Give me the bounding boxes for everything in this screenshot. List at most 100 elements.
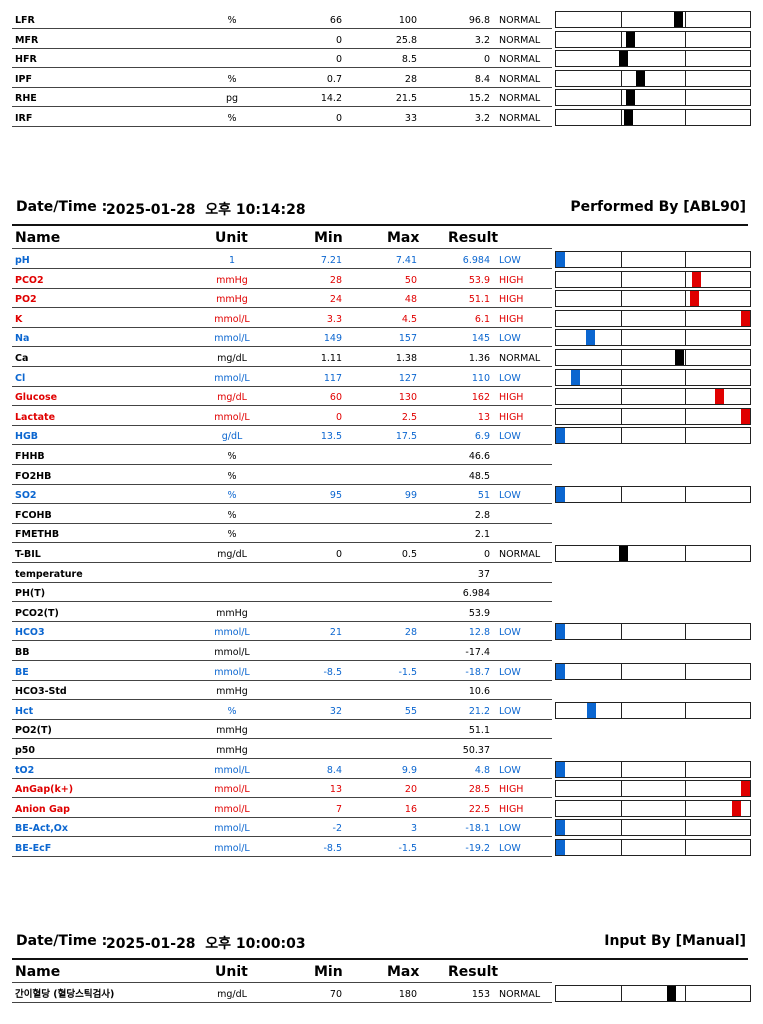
min-value: 0 (335, 411, 342, 423)
result-value: 3.2 (474, 34, 490, 46)
result-marker (667, 986, 676, 1001)
max-value: 100 (398, 15, 417, 26)
result-value: 2.8 (474, 509, 490, 521)
result-marker (619, 546, 628, 561)
table-row: PO2(T) mmHg 51.1 (12, 720, 552, 740)
status-flag: HIGH (499, 294, 524, 306)
range-indicator-bar (555, 30, 751, 48)
table-row: PO2 mmHg 24 48 51.1 HIGH (12, 289, 552, 309)
min-value: 70 (329, 989, 342, 1000)
result-value: 51.1 (468, 725, 490, 737)
test-name: PO2 (15, 294, 37, 306)
status-flag: HIGH (499, 274, 524, 286)
range-divider-high (685, 820, 687, 836)
result-marker (586, 330, 595, 346)
result-value: 110 (471, 372, 490, 384)
range-divider-high (685, 310, 687, 326)
range-divider-low (620, 70, 622, 86)
min-value: 7.21 (320, 255, 342, 266)
max-value: 50 (404, 274, 417, 286)
table-row: HCO3-Std mmHg 10.6 (12, 681, 552, 701)
status-flag: NORMAL (499, 34, 541, 46)
status-flag: NORMAL (499, 93, 541, 105)
range-divider-low (620, 702, 622, 718)
min-value: 24 (329, 294, 342, 306)
result-marker (690, 291, 699, 307)
test-unit: % (227, 490, 237, 502)
range-divider-low (620, 800, 622, 816)
max-value: 0.5 (401, 549, 417, 560)
table-row: HFR 0 8.5 0 NORMAL (12, 49, 552, 69)
row-divider (12, 268, 552, 269)
status-flag: LOW (499, 843, 521, 854)
result-value: 2.1 (474, 529, 490, 541)
test-unit: % (227, 470, 237, 482)
min-value: 0 (335, 34, 342, 46)
range-indicator-bar (555, 760, 751, 778)
test-name: 간이혈당 (혈당스틱검사) (15, 989, 115, 1000)
row-divider (12, 777, 552, 779)
range-divider-low (620, 12, 622, 27)
max-value: 4.5 (401, 313, 417, 325)
range-indicator-bar (555, 290, 751, 308)
result-marker (741, 781, 750, 797)
test-unit: mg/dL (217, 549, 247, 560)
range-divider-low (620, 90, 622, 106)
test-name: BE (15, 666, 29, 678)
result-value: 8.4 (474, 73, 490, 85)
test-unit: % (227, 15, 237, 26)
row-divider (12, 503, 552, 505)
table-row: Na mmol/L 149 157 145 LOW (12, 328, 552, 348)
status-flag: LOW (499, 764, 521, 776)
min-value: 0.7 (326, 73, 342, 85)
range-divider-high (685, 90, 687, 106)
max-value: 157 (398, 333, 417, 345)
result-value: 6.984 (462, 588, 490, 600)
test-unit: mmHg (216, 686, 248, 698)
table-row: HCO3 mmol/L 21 28 12.8 LOW (12, 622, 552, 642)
test-name: Na (15, 333, 30, 345)
test-name: Glucose (15, 392, 58, 404)
result-value: 50.37 (462, 745, 490, 756)
min-value: 7 (335, 803, 342, 815)
range-divider-low (620, 389, 622, 405)
table-row: IRF% 0 33 3.2 NORMAL (12, 108, 552, 127)
row-divider (12, 326, 552, 328)
datetime-label: Date/Time : (16, 933, 108, 949)
test-name: PH(T) (15, 588, 46, 600)
test-name: PO2(T) (15, 725, 52, 737)
range-divider-low (620, 761, 622, 777)
range-indicator-bar (555, 545, 751, 562)
range-divider-high (685, 31, 687, 47)
min-value: 21 (329, 627, 342, 639)
header-name: Name (15, 230, 61, 246)
test-unit: pg (225, 93, 239, 105)
status-flag: NORMAL (499, 54, 541, 66)
test-name: Hct (15, 705, 34, 717)
range-divider-low (620, 350, 622, 365)
min-value: 95 (329, 490, 342, 502)
range-divider-high (685, 350, 687, 365)
max-value: 7.41 (395, 255, 417, 266)
test-unit: mmol/L (214, 823, 250, 835)
result-marker (626, 31, 635, 47)
range-divider-low (620, 428, 622, 444)
result-value: 28.5 (468, 784, 490, 796)
datetime-value: 2025-01-28 오후 10:00:03 (106, 936, 306, 952)
test-name: T-BIL (15, 549, 41, 560)
min-value: 1.11 (320, 353, 342, 364)
section-rule (12, 224, 748, 226)
test-unit: mmHg (216, 274, 248, 286)
result-marker (741, 310, 750, 326)
range-divider-low (620, 330, 622, 346)
test-name: tO2 (15, 764, 35, 776)
table-row: HGB g/dL 13.5 17.5 6.9 LOW (12, 426, 552, 446)
result-marker (624, 110, 633, 125)
row-divider (12, 679, 552, 681)
range-indicator-bar (555, 985, 751, 1002)
table-row: MFR 0 25.8 3.2 NORMAL (12, 30, 552, 49)
row-divider (12, 581, 552, 583)
table-row: T-BIL mg/dL 0 0.5 0 NORMAL (12, 544, 552, 563)
table-row: FMETHB% 2.1 (12, 524, 552, 544)
test-name: LFR (15, 15, 35, 26)
